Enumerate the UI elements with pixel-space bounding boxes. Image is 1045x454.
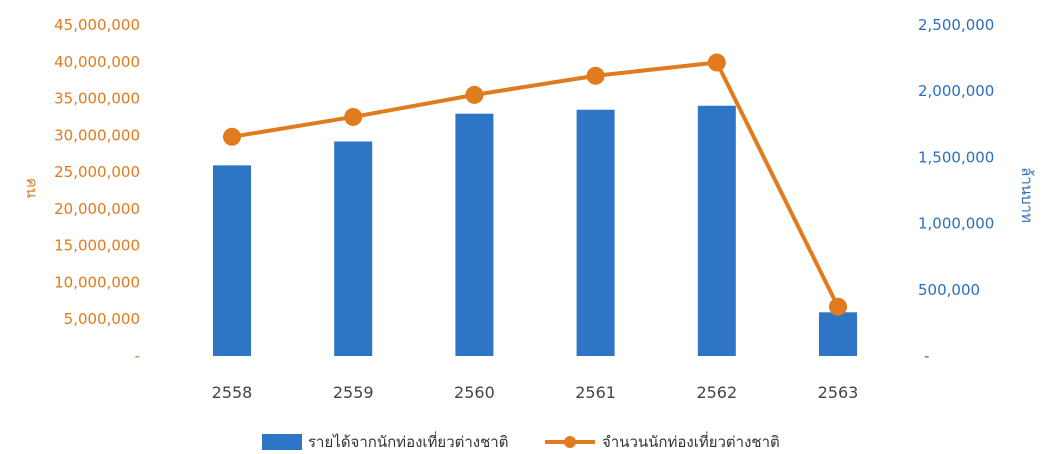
x-tick-label: 2561 <box>575 383 616 402</box>
legend-swatch-bar <box>262 434 302 450</box>
y-axis-left-label: คน <box>23 178 41 198</box>
x-tick-label: 2559 <box>333 383 374 402</box>
bar-2562 <box>697 105 736 356</box>
y-right-tick-label: 1,500,000 <box>918 148 994 166</box>
y-left-tick-label: 20,000,000 <box>54 200 140 218</box>
line-point-2562 <box>707 53 726 72</box>
y-left-tick-label: - <box>135 347 140 365</box>
line-point-2558 <box>223 127 241 146</box>
line-series <box>223 53 847 316</box>
line-point-2563 <box>829 297 847 316</box>
y-right-tick-label: - <box>924 347 929 365</box>
y-left-tick-label: 25,000,000 <box>54 163 140 181</box>
y-left-tick-label: 15,000,000 <box>54 237 140 255</box>
y-right-tick-label: 500,000 <box>918 281 980 299</box>
y-left-tick-label: 5,000,000 <box>64 310 140 328</box>
bar-2559 <box>334 141 373 356</box>
y-left-tick-label: 10,000,000 <box>54 273 140 291</box>
bar-2560 <box>455 113 494 356</box>
bar-series <box>213 105 857 357</box>
legend-label-bar: รายได้จากนักท่องเที่ยวต่างชาติ <box>308 431 508 451</box>
bar-2563 <box>819 312 857 356</box>
line-point-2560 <box>465 85 484 104</box>
x-tick-label: 2558 <box>212 383 253 402</box>
y-axis-right-label: ล้านบาท <box>1018 167 1036 223</box>
x-axis-ticks: 2558 2559 2560 2561 2562 2563 <box>212 383 859 402</box>
y-left-tick-label: 30,000,000 <box>54 126 140 144</box>
x-tick-label: 2560 <box>454 383 495 402</box>
bar-2558 <box>213 165 251 356</box>
x-tick-label: 2562 <box>696 383 737 402</box>
y-left-tick-label: 45,000,000 <box>54 16 140 34</box>
legend-swatch-marker <box>564 436 576 448</box>
legend-label-line: จำนวนนักท่องเที่ยวต่างชาติ <box>602 431 780 451</box>
y-axis-left-ticks: - 5,000,000 10,000,000 15,000,000 20,000,000… <box>54 16 140 365</box>
y-left-tick-label: 35,000,000 <box>54 90 140 108</box>
y-axis-right-ticks: - 500,000 1,000,000 1,500,000 2,000,000 2,500… <box>918 16 994 365</box>
y-left-tick-label: 40,000,000 <box>54 53 140 71</box>
y-right-tick-label: 2,500,000 <box>918 16 994 34</box>
line-path <box>231 60 840 308</box>
y-right-tick-label: 1,000,000 <box>918 215 994 233</box>
x-tick-label: 2563 <box>818 383 859 402</box>
line-point-2561 <box>586 66 605 85</box>
line-point-2559 <box>344 107 363 126</box>
bar-2561 <box>576 109 615 357</box>
y-right-tick-label: 2,000,000 <box>918 82 994 100</box>
legend: รายได้จากนักท่องเที่ยวต่างชาติ จำนวนนักท… <box>262 431 780 451</box>
